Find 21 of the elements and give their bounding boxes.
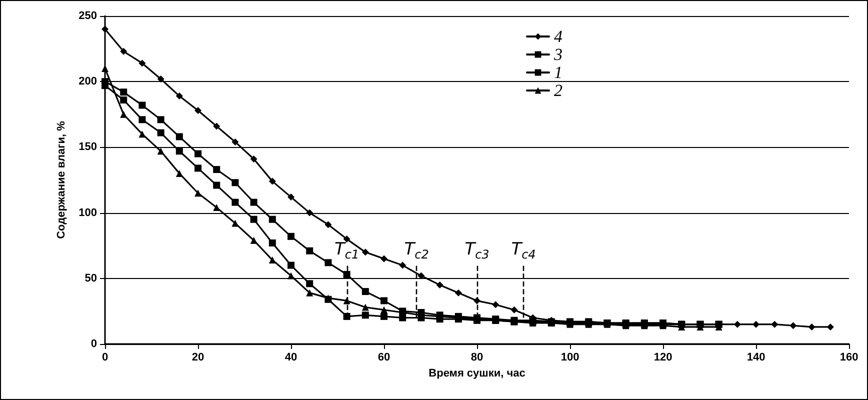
y-tick-label: 200 xyxy=(78,76,97,88)
x-tick-label: 40 xyxy=(284,352,298,364)
x-tick-label: 160 xyxy=(840,352,858,364)
legend-label: 3 xyxy=(553,45,562,64)
x-tick-label: 60 xyxy=(378,352,390,364)
y-tick-label: 250 xyxy=(78,10,97,22)
x-tick-label: 140 xyxy=(746,352,766,364)
x-tick-label: 120 xyxy=(654,352,672,364)
y-tick-label: 50 xyxy=(84,272,97,284)
x-tick-label: 0 xyxy=(102,352,108,364)
x-tick-label: 100 xyxy=(560,352,580,364)
legend-label: 1 xyxy=(554,63,562,82)
x-tick-label: 80 xyxy=(470,352,484,364)
y-tick-label: 150 xyxy=(78,141,97,154)
y-tick-label: 100 xyxy=(78,206,97,219)
legend-label: 4 xyxy=(554,27,563,46)
x-tick-label: 20 xyxy=(192,352,204,364)
x-axis-title: Время сушки, час xyxy=(428,367,526,380)
y-axis-title: Содержание влаги, % xyxy=(56,120,68,239)
y-tick-label: 0 xyxy=(90,338,97,350)
legend-label: 2 xyxy=(554,81,563,100)
